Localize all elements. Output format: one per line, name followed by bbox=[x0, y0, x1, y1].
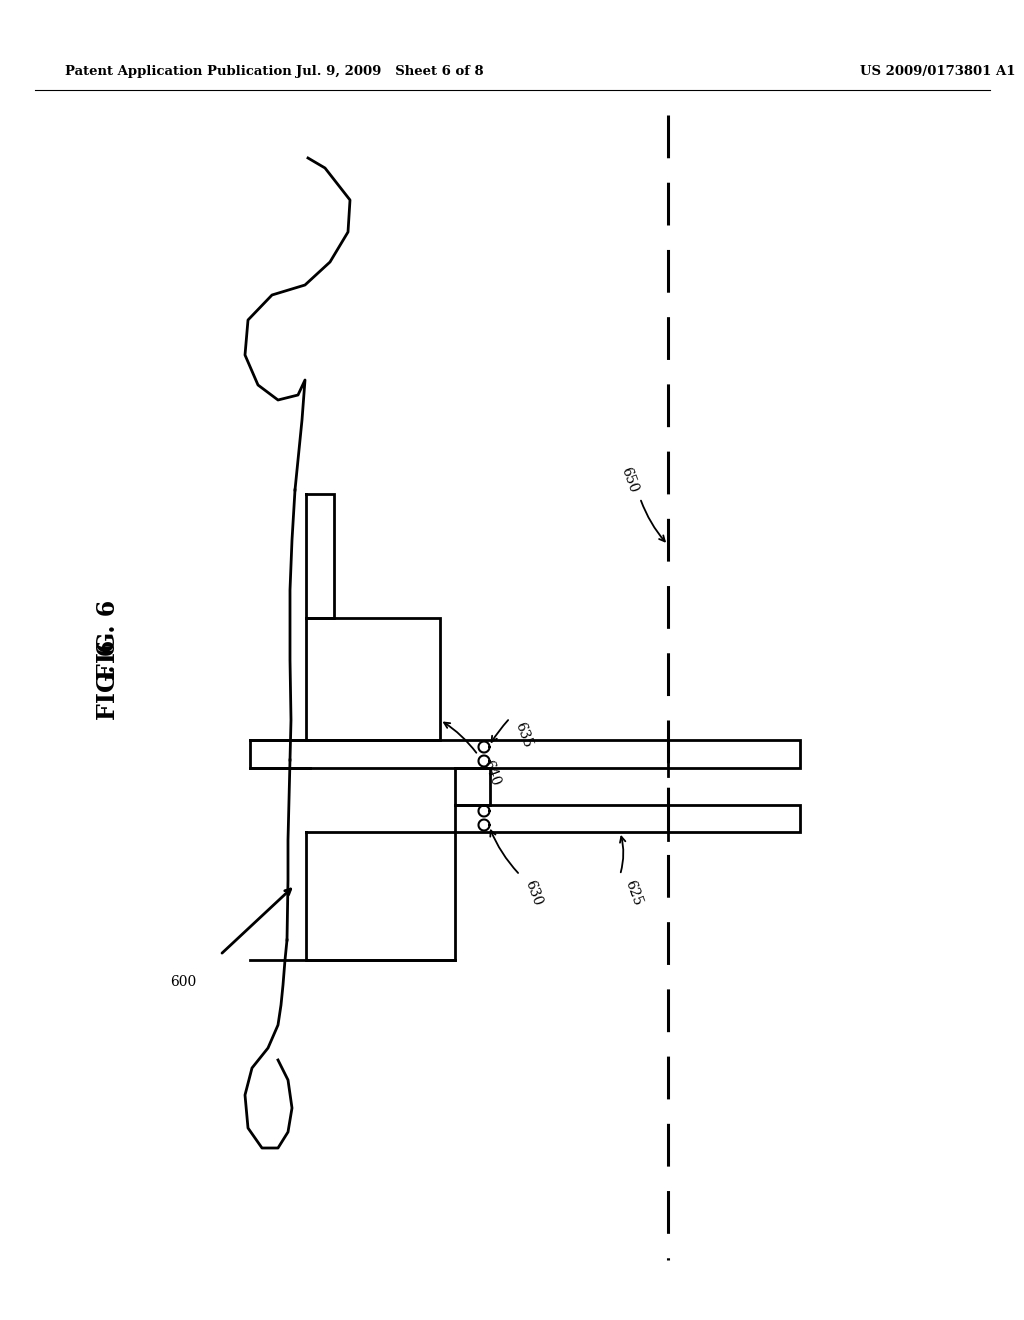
Text: 625: 625 bbox=[622, 878, 644, 907]
Text: US 2009/0173801 A1: US 2009/0173801 A1 bbox=[860, 66, 1016, 78]
Text: 635: 635 bbox=[512, 719, 535, 750]
Text: 640: 640 bbox=[480, 758, 502, 788]
Text: FIG. 6: FIG. 6 bbox=[96, 640, 120, 721]
Text: 630: 630 bbox=[522, 878, 544, 907]
Text: Patent Application Publication: Patent Application Publication bbox=[65, 66, 292, 78]
Text: 650: 650 bbox=[618, 466, 640, 495]
Text: 600: 600 bbox=[170, 975, 197, 989]
Text: FIG. 6: FIG. 6 bbox=[96, 599, 120, 680]
Text: Jul. 9, 2009   Sheet 6 of 8: Jul. 9, 2009 Sheet 6 of 8 bbox=[296, 66, 483, 78]
